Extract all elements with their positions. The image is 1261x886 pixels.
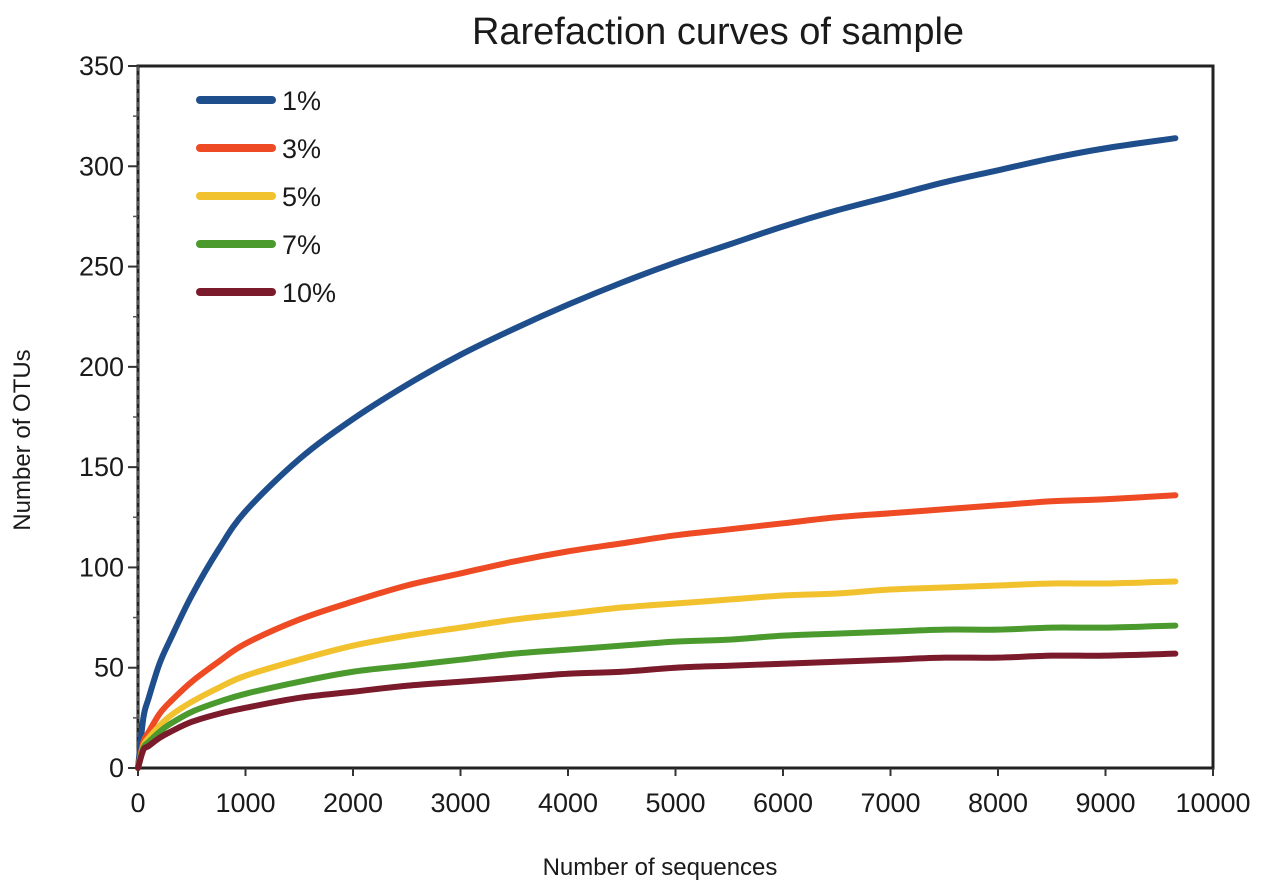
x-tick-label: 0 <box>130 788 145 818</box>
x-tick-label: 6000 <box>753 788 813 818</box>
legend: 1% 3% 5% 7% 10% <box>196 86 336 308</box>
x-tick-label: 7000 <box>860 788 920 818</box>
x-tick-label: 5000 <box>645 788 705 818</box>
y-tick-label: 300 <box>79 151 124 181</box>
x-tick-label: 3000 <box>430 788 490 818</box>
y-tick-label: 200 <box>79 352 124 382</box>
y-axis-label: Number of OTUs <box>9 349 36 530</box>
y-tick-label: 150 <box>79 452 124 482</box>
chart-title: Rarefaction curves of sample <box>472 11 964 53</box>
series-line-1% <box>135 135 1179 771</box>
y-tick-label: 350 <box>79 51 124 81</box>
y-tick-label: 100 <box>79 552 124 582</box>
x-tick-label: 10000 <box>1175 788 1250 818</box>
legend-label-5%: 5% <box>282 182 321 212</box>
x-tick-label: 2000 <box>323 788 383 818</box>
series-line-10% <box>135 650 1179 771</box>
series-lines <box>135 135 1179 771</box>
y-tick-label: 250 <box>79 252 124 282</box>
legend-label-3%: 3% <box>282 134 321 164</box>
y-tick-label: 0 <box>109 753 124 783</box>
x-tick-label: 4000 <box>538 788 598 818</box>
x-tick-label: 1000 <box>215 788 275 818</box>
legend-label-1%: 1% <box>282 86 321 116</box>
y-tick-label: 50 <box>94 653 124 683</box>
series-line-7% <box>135 622 1179 771</box>
x-axis-label: Number of sequences <box>543 854 778 881</box>
x-tick-label: 9000 <box>1075 788 1135 818</box>
legend-label-7%: 7% <box>282 230 321 260</box>
axes: 0 50 100 150 200 250 300 350 0 1000 2000 3000 4000 50… <box>79 51 1251 818</box>
series-line-3% <box>135 492 1179 771</box>
x-tick-label: 8000 <box>968 788 1028 818</box>
legend-label-10%: 10% <box>282 278 336 308</box>
series-line-5% <box>135 578 1179 771</box>
